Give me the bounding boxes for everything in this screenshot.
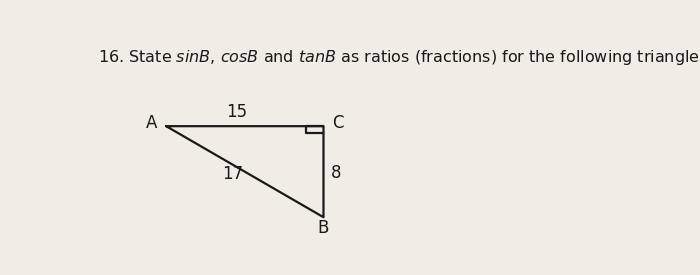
- Text: 15: 15: [226, 103, 247, 121]
- Text: B: B: [318, 219, 329, 237]
- Text: A: A: [146, 114, 158, 132]
- Text: 16. State $\mathit{sin}B$, $\mathit{cos}B$ and $\mathit{tan}B$ as ratios (fracti: 16. State $\mathit{sin}B$, $\mathit{cos}…: [98, 48, 700, 67]
- Text: 17: 17: [223, 165, 244, 183]
- Text: 8: 8: [330, 164, 341, 182]
- Text: C: C: [332, 114, 344, 132]
